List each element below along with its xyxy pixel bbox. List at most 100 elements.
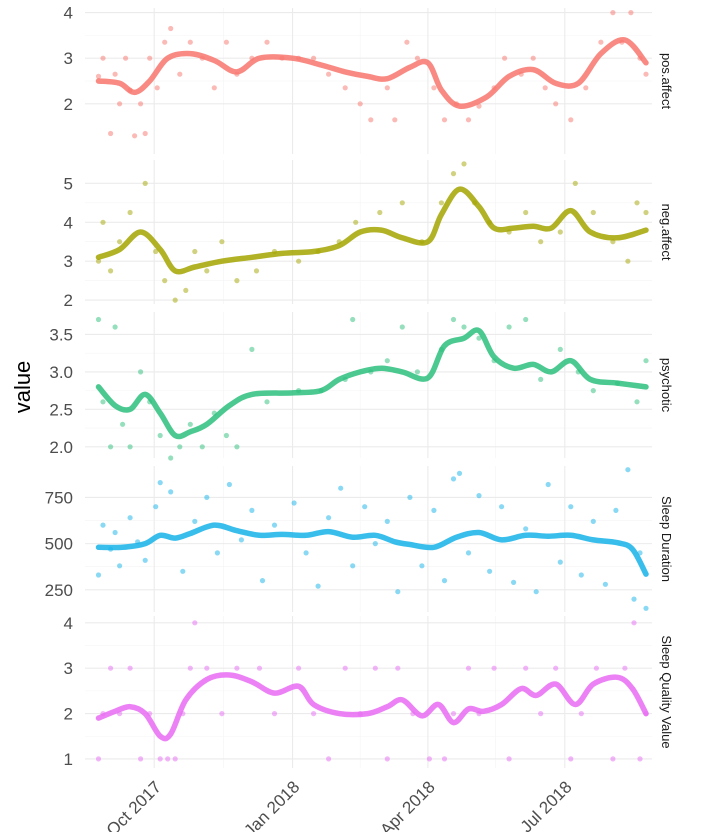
strip-label-pos-affect: pos.affect <box>659 53 674 110</box>
data-point <box>211 85 217 91</box>
data-point <box>404 39 410 45</box>
y-tick-label: 4 <box>64 213 73 232</box>
data-point <box>177 444 183 450</box>
data-point <box>441 578 448 584</box>
data-point <box>634 200 640 206</box>
data-point <box>610 756 616 762</box>
data-point <box>506 756 512 762</box>
data-point <box>117 563 123 569</box>
panel-psychotic: 2.0 2.5 3.0 3.5 psychotic <box>49 312 674 461</box>
smooth-line-psychotic <box>95 327 649 440</box>
data-point <box>112 324 118 330</box>
data-point <box>153 504 159 510</box>
strip-label-psychotic: psychotic <box>659 358 674 413</box>
data-point <box>95 73 102 79</box>
data-point <box>578 711 584 717</box>
data-point <box>557 346 563 352</box>
smooth-line-sleep-quality-value <box>95 672 649 742</box>
data-point <box>157 480 163 486</box>
y-tick-label: 3 <box>64 659 73 678</box>
data-point <box>395 589 401 595</box>
data-point <box>147 55 153 61</box>
x-tick-label: Jan 2018 <box>240 777 303 832</box>
data-point <box>395 665 401 671</box>
data-point <box>95 756 102 762</box>
points-pos-affect <box>95 10 649 139</box>
data-point <box>219 711 225 717</box>
data-point <box>578 572 584 578</box>
data-point <box>399 200 405 206</box>
data-point <box>192 518 198 525</box>
data-point <box>568 756 574 762</box>
data-point <box>510 579 517 586</box>
y-tick-label: 500 <box>45 535 73 554</box>
data-point <box>350 316 356 323</box>
y-tick-label: 5 <box>64 174 73 193</box>
data-point <box>162 39 168 45</box>
data-point <box>234 665 240 671</box>
data-point <box>296 665 302 671</box>
data-point <box>441 117 448 123</box>
data-point <box>545 481 551 488</box>
data-point <box>553 665 559 671</box>
data-point <box>476 335 482 341</box>
points-sleep-quality-value <box>95 620 649 762</box>
y-tick-label: 2 <box>64 291 73 310</box>
data-point <box>568 504 574 510</box>
data-point <box>311 55 317 61</box>
data-point <box>127 515 133 521</box>
data-point <box>172 297 178 303</box>
data-point <box>95 572 102 578</box>
data-point <box>342 85 348 91</box>
data-point <box>419 563 425 569</box>
data-point <box>120 421 126 427</box>
y-tick-label: 2 <box>64 705 73 724</box>
data-point <box>153 248 159 255</box>
data-point <box>223 432 229 439</box>
data-point <box>538 376 544 382</box>
data-point <box>112 529 118 536</box>
data-point <box>142 130 148 137</box>
smooth-line-neg-affect <box>95 186 649 275</box>
data-point <box>593 665 600 671</box>
data-point <box>476 493 482 499</box>
y-tick-label: 2 <box>64 95 73 114</box>
data-point <box>138 101 144 107</box>
data-point <box>338 485 344 491</box>
data-point <box>523 526 529 532</box>
data-point <box>538 711 544 717</box>
y-axis-title: value <box>10 361 35 414</box>
data-point <box>461 324 467 330</box>
data-point <box>357 101 363 107</box>
data-point <box>315 583 321 589</box>
data-point <box>456 470 463 476</box>
y-tick-label: 4 <box>64 4 73 23</box>
panel-pos-affect: 2 3 4 pos.affect <box>64 4 674 154</box>
data-point <box>590 209 596 216</box>
data-point <box>610 10 616 16</box>
data-point <box>219 239 225 245</box>
data-point <box>168 25 174 32</box>
data-point <box>438 200 444 206</box>
data-point <box>204 494 210 500</box>
data-point <box>271 711 278 717</box>
data-point <box>100 399 106 405</box>
data-point <box>414 369 420 375</box>
data-point <box>441 756 448 762</box>
panels: 2 3 4 pos.affect 2 3 4 5 neg.affect 2.0 2.5 3.0 3.5 p… <box>45 4 674 769</box>
data-point <box>643 605 649 611</box>
data-point <box>142 557 148 563</box>
data-point <box>127 665 133 671</box>
data-point <box>95 258 102 264</box>
data-point <box>187 39 193 45</box>
data-point <box>127 444 133 450</box>
data-point <box>590 388 596 394</box>
data-point <box>326 515 332 521</box>
data-point <box>204 665 210 671</box>
data-point <box>108 130 114 137</box>
data-point <box>162 278 168 284</box>
y-tick-label: 1 <box>64 750 73 769</box>
data-point <box>414 55 420 61</box>
data-point <box>249 346 255 352</box>
smooth-line-sleep-duration <box>95 522 649 577</box>
